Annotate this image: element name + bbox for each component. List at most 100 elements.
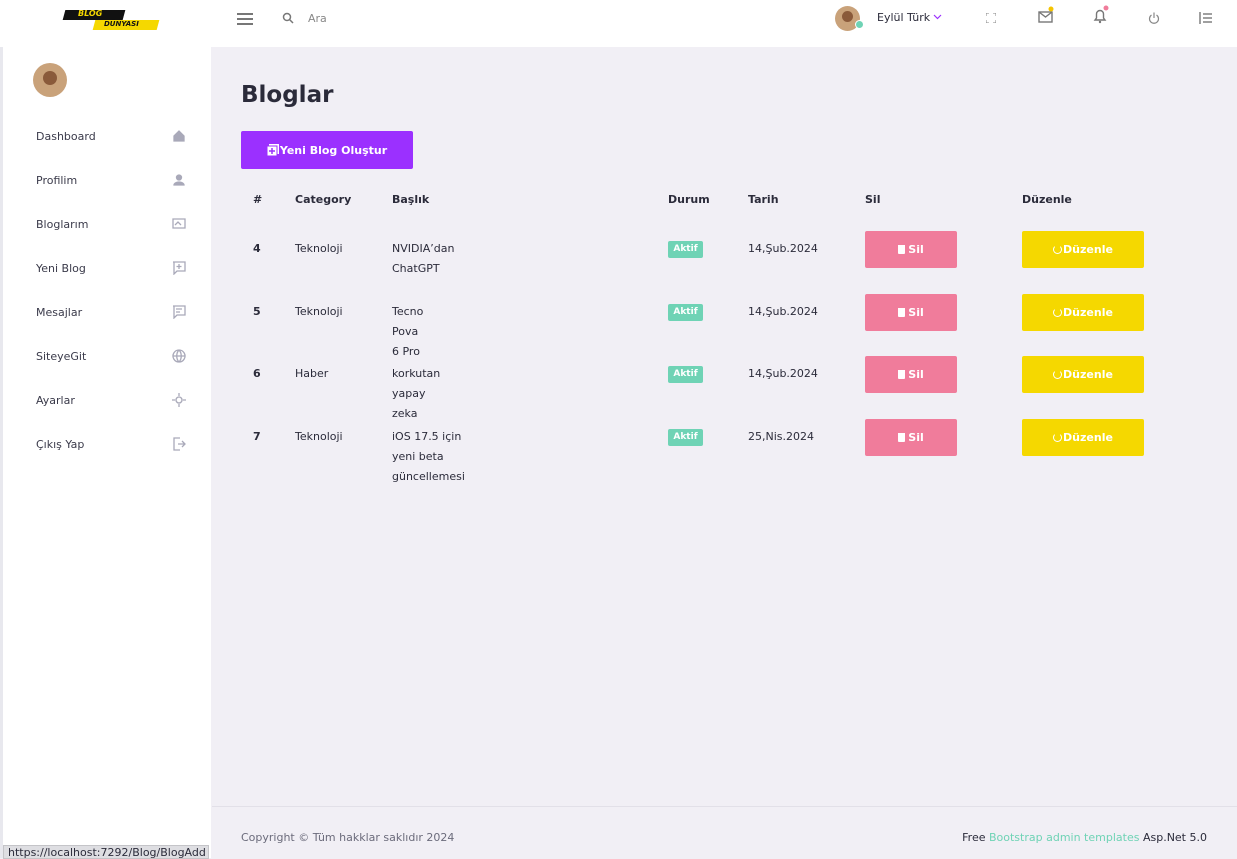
row-cell: 14,Şub.2024 [748,367,818,381]
column-header: Tarih [748,193,779,206]
delete-button[interactable]: Sil [865,293,957,331]
credit-prefix: Free [962,831,986,844]
new-blog-icon [266,144,279,156]
button-label: Düzenle [1063,243,1113,256]
new-blog-label: Yeni Blog Oluştur [279,143,388,157]
column-header: # [253,193,263,206]
notification-icon[interactable] [1092,5,1110,25]
sidebar-label: Profilim [36,173,78,187]
edit-button[interactable]: Düzenle [1022,293,1144,331]
delete-button[interactable]: Sil [865,231,957,268]
sidebar-icon [172,349,186,363]
button-label: Sil [908,305,924,319]
footer: Copyright © Tüm hakklar saklıdır 2024 Fr… [212,806,1237,859]
sidebar-icon [173,130,185,142]
delete-button[interactable]: Sil [865,356,957,394]
trash-icon [898,245,906,254]
search-input[interactable]: Ara [308,12,327,25]
logo-line1: BLOG [78,9,103,18]
sidebar-item[interactable]: Profilim [36,170,186,190]
button-label: Düzenle [1063,431,1113,445]
trash-icon [898,370,906,380]
status-badge: Aktif [668,303,703,321]
column-header: Düzenle [1022,193,1072,206]
user-name[interactable]: Eylül Türk [877,11,931,24]
sidebar-label: Çıkış Yap [36,437,85,451]
row-cell: Teknoloji [295,242,343,255]
row-cell: Teknoloji [295,304,343,318]
trash-icon [898,307,906,317]
sidebar-label: Mesajlar [36,305,83,319]
row-cell: korkutan yapay zeka [392,367,441,421]
sidebar-item[interactable]: Mesajlar [36,302,186,322]
sidebar-avatar [33,63,67,97]
online-dot [855,20,864,29]
sidebar-item[interactable]: Yeni Blog [36,258,186,278]
mail-icon[interactable] [1038,6,1056,24]
search-icon [282,12,294,24]
sidebar-label: Bloglarım [36,217,89,231]
row-cell: 25,Nis.2024 [748,430,814,444]
status-bar: https://localhost:7292/Blog/BlogAdd [3,845,209,859]
button-label: Düzenle [1063,305,1113,319]
refresh-icon [1053,370,1063,380]
edit-button[interactable]: Düzenle [1022,356,1144,394]
sidebar-icon [172,218,186,229]
row-id: 7 [253,430,261,444]
sidebar-item[interactable]: Dashboard [36,126,186,146]
row-id: 4 [253,242,261,255]
page-title: Bloglar [241,82,334,108]
button-label: Sil [908,243,924,256]
sidebar-item[interactable]: Ayarlar [36,390,186,410]
sidebar-item[interactable]: Bloglarım [36,214,186,234]
refresh-icon [1053,307,1063,317]
new-blog-button[interactable]: Yeni Blog Oluştur [241,131,413,169]
refresh-icon [1053,433,1063,443]
power-icon[interactable] [1148,12,1160,24]
sidebar-icon [173,305,186,319]
top-bar: BLOG DÜNYASI Ara Eylül Türk [0,0,1237,47]
sidebar-item[interactable]: Çıkış Yap [36,434,186,454]
delete-button[interactable]: Sil [865,419,957,457]
credit-suffix: Asp.Net 5.0 [1142,831,1207,844]
sidebar-label: Dashboard [36,129,96,143]
row-cell: Teknoloji [295,430,343,444]
column-header: Category [295,193,352,206]
row-id: 6 [253,367,261,381]
row-cell: Haber [295,367,329,381]
row-cell: iOS 17.5 için yeni beta güncellemesi [392,430,465,484]
status-badge: Aktif [668,366,703,384]
button-label: Sil [908,368,924,382]
sidebar-item[interactable]: SiteyeGit [36,346,186,366]
credit-link[interactable]: Bootstrap admin templates [988,831,1140,844]
row-cell: 14,Şub.2024 [748,304,818,318]
row-cell: NVIDIA’dan ChatGPT [392,242,455,275]
menu-toggle[interactable] [237,12,253,26]
fullscreen-icon[interactable] [986,13,996,23]
trash-icon [898,433,906,443]
status-badge: Aktif [668,241,703,258]
sidebar-icon [172,393,186,407]
row-cell: 14,Şub.2024 [748,242,818,255]
settings-list-icon[interactable] [1198,12,1212,24]
refresh-icon [1053,245,1063,254]
edit-button[interactable]: Düzenle [1022,419,1144,457]
sidebar-label: Ayarlar [36,393,75,407]
row-id: 5 [253,304,261,318]
user-avatar[interactable] [835,6,860,31]
status-badge: Aktif [668,429,703,447]
sidebar-label: SiteyeGit [36,349,87,363]
status-url: https://localhost:7292/Blog/BlogAdd [8,846,206,859]
row-cell: Tecno Pova 6 Pro [392,304,424,358]
logo[interactable]: BLOG DÜNYASI [62,9,160,30]
sidebar-icon [173,261,186,275]
user-caret[interactable] [933,14,942,20]
column-header: Başlık [392,193,430,206]
sidebar-icon [173,437,186,451]
logo-line2: DÜNYASI [104,20,139,28]
column-header: Durum [668,193,710,206]
button-label: Sil [908,431,924,445]
sidebar: Dashboard Profilim Bloglarım Yeni Blog Mesaj… [0,47,211,858]
edit-button[interactable]: Düzenle [1022,231,1144,268]
